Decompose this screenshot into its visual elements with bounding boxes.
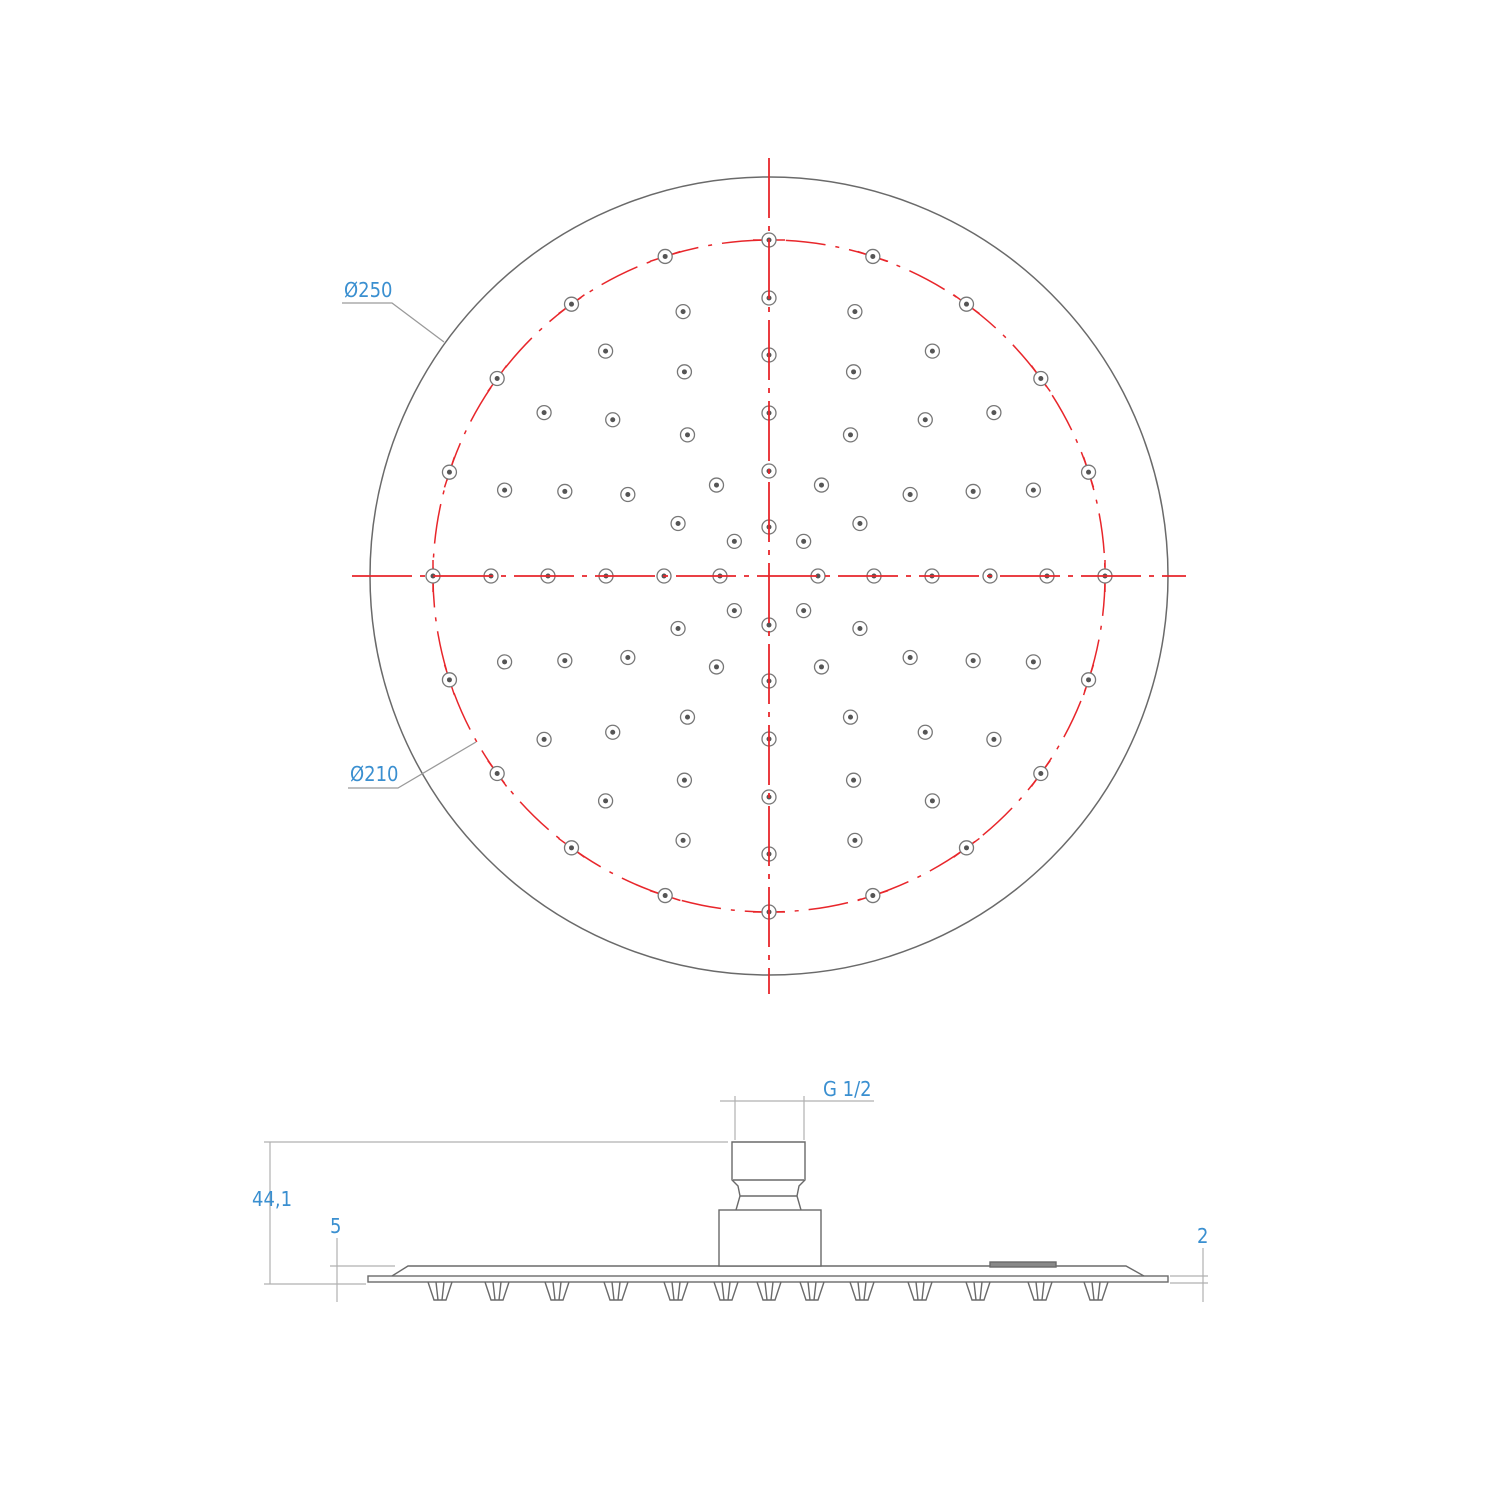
nozzle-hole [922, 417, 928, 423]
spray-diameter-leader [348, 741, 477, 789]
nozzle-hole [681, 369, 687, 375]
nozzle-hole [714, 664, 719, 670]
nozzle-hole [610, 729, 616, 735]
side-nozzle [799, 1281, 825, 1301]
thread-label: G 1/2 [823, 1077, 872, 1101]
nozzle-hole [731, 538, 737, 544]
side-nozzle [965, 1281, 991, 1301]
nozzle-hole [494, 770, 500, 776]
nozzle-hole [610, 417, 616, 423]
side-dimensions [264, 1096, 1208, 1302]
nozzle-hole [1086, 677, 1092, 683]
nozzle-hole [662, 253, 668, 259]
nozzle-hole [603, 348, 609, 354]
nozzle-hole [675, 626, 681, 631]
nozzle-hole [569, 845, 575, 851]
nozzle-hole [870, 893, 876, 899]
nozzle-hole [680, 837, 686, 843]
outer-diameter-leader [342, 302, 445, 343]
nozzle-hole [685, 432, 690, 438]
nozzle-hole [907, 492, 913, 497]
side-nozzle [849, 1281, 875, 1301]
nozzle-hole [446, 677, 452, 683]
nozzle-hole [801, 538, 807, 544]
spray-diameter-label: Ø210 [350, 762, 399, 786]
nozzle-hole [1038, 770, 1044, 776]
side-nozzle [1083, 1281, 1109, 1301]
nozzle-hole [681, 777, 687, 783]
side-nozzle [603, 1281, 629, 1301]
total-height-label: 44,1 [252, 1187, 292, 1211]
nozzle-hole [819, 664, 824, 670]
nozzle-hole [963, 301, 969, 307]
nozzle-hole [991, 410, 997, 416]
nozzle-hole [502, 487, 508, 493]
side-nozzle [663, 1281, 689, 1301]
side-nozzle [756, 1281, 782, 1301]
nozzle-hole [1030, 487, 1036, 493]
nozzle-hole [685, 714, 690, 720]
base-plate [367, 1275, 1169, 1283]
side-nozzle [907, 1281, 933, 1301]
nozzle-hole [541, 410, 547, 416]
nozzle-hole [714, 482, 719, 488]
nozzle-hole [852, 309, 858, 315]
top-view: Ø250 Ø210 [342, 158, 1186, 994]
nozzle-hole [857, 521, 863, 526]
side-nozzle [1027, 1281, 1053, 1301]
nozzle-hole [907, 655, 913, 660]
side-nozzle-group [427, 1281, 1109, 1301]
connector-base [718, 1209, 822, 1267]
nozzle-hole [1086, 469, 1092, 475]
nozzle-hole [852, 837, 858, 843]
nozzle-hole [848, 432, 853, 438]
nozzle-hole [625, 492, 631, 497]
nozzle-hole [541, 736, 547, 742]
nozzle-hole [662, 893, 668, 899]
nozzle-hole [991, 736, 997, 742]
nozzle-hole [848, 714, 853, 720]
nozzle-hole [562, 658, 568, 664]
connector-neck [731, 1141, 806, 1211]
side-nozzle [484, 1281, 510, 1301]
nozzle-hole [929, 798, 935, 804]
nozzle-hole [603, 798, 609, 804]
side-view [367, 1141, 1169, 1301]
plate-height-label: 5 [330, 1214, 341, 1238]
nozzle-hole [675, 521, 681, 526]
nozzle-hole [970, 658, 976, 664]
nozzle-hole [801, 608, 807, 614]
nozzle-hole [970, 488, 976, 494]
nozzle-hole [562, 488, 568, 494]
nozzle-hole [851, 369, 857, 375]
nozzle-hole [963, 845, 969, 851]
nozzle-hole [766, 622, 772, 628]
nozzle-hole [446, 469, 452, 475]
nozzle-hole [1038, 376, 1044, 382]
nozzle-hole [851, 777, 857, 783]
nozzle-hole [929, 348, 935, 354]
nozzle-hole [857, 626, 863, 631]
side-nozzle [544, 1281, 570, 1301]
nozzle-hole [870, 253, 876, 259]
nozzle-hole [922, 729, 928, 735]
nozzle-hole [815, 573, 821, 579]
nozzle-hole [569, 301, 575, 307]
side-nozzle [713, 1281, 739, 1301]
side-nozzle [427, 1281, 453, 1301]
nozzle-hole [680, 309, 686, 315]
edge-thickness-label: 2 [1197, 1224, 1208, 1248]
nozzle-hole [731, 608, 737, 614]
outer-diameter-label: Ø250 [344, 278, 393, 302]
nozzle-hole [502, 659, 508, 665]
nozzle-hole [1030, 659, 1036, 665]
nozzle-hole [819, 482, 824, 488]
plate-button [989, 1261, 1057, 1268]
nozzle-hole [625, 655, 631, 660]
nozzle-hole [494, 376, 500, 382]
